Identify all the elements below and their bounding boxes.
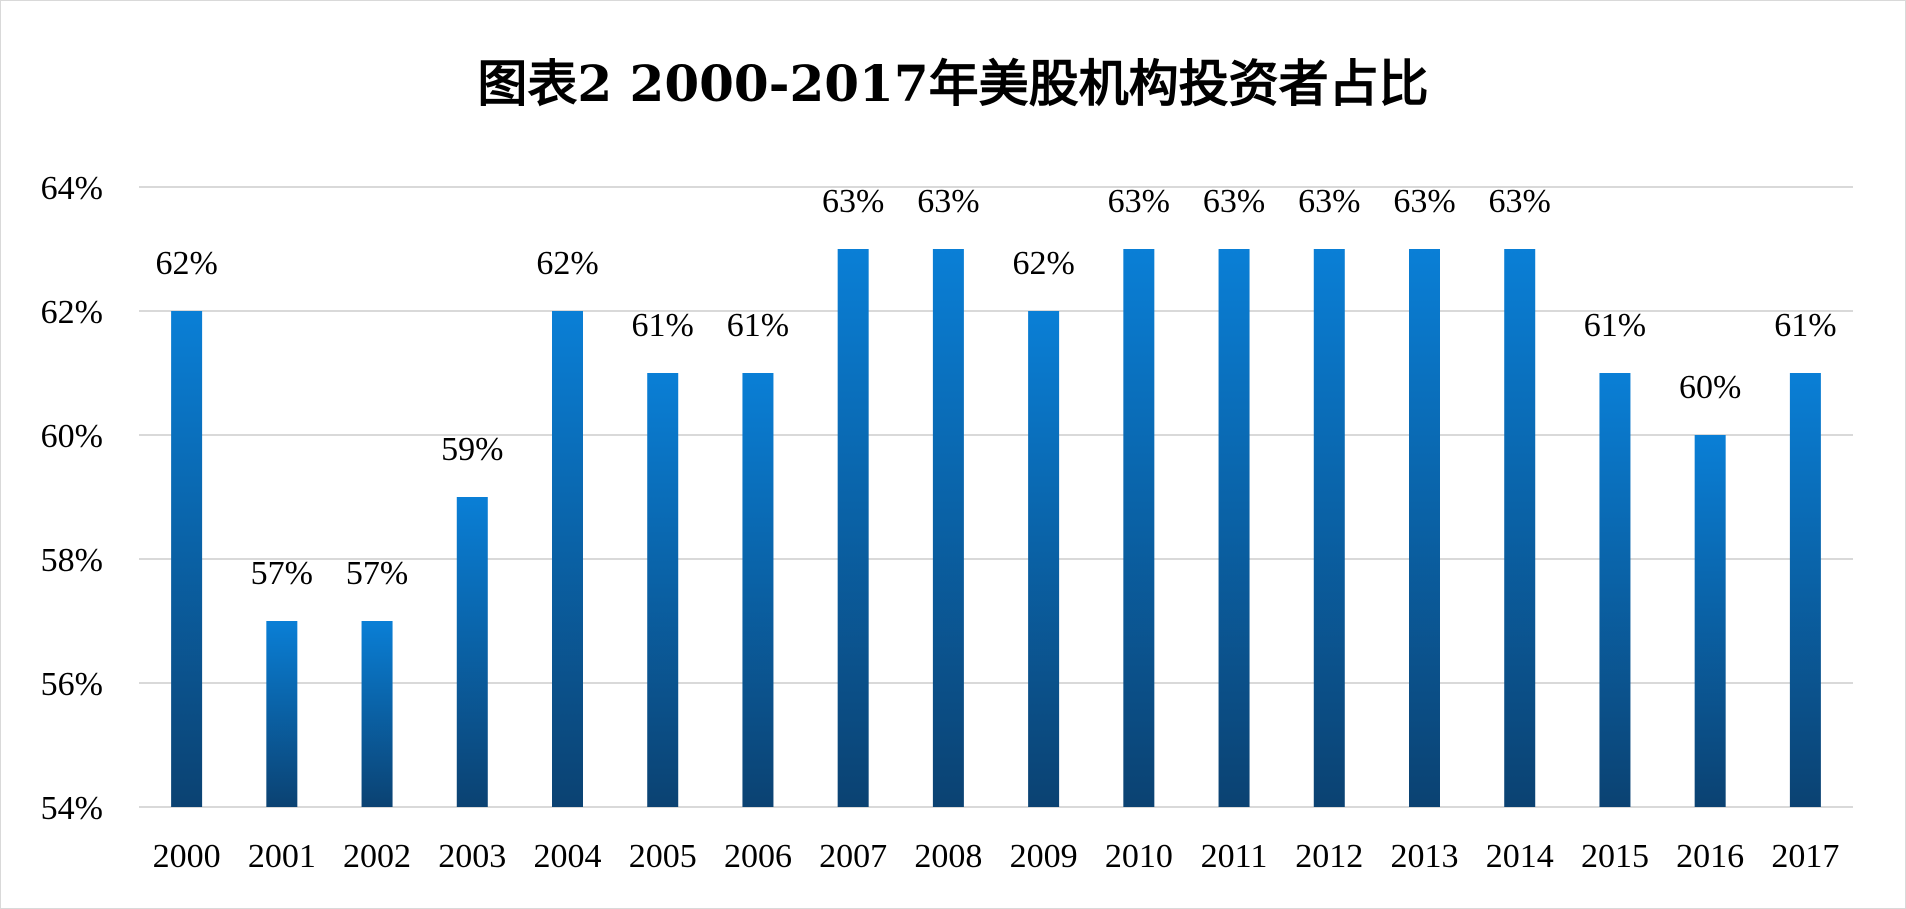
gridlines [139, 186, 1853, 808]
x-tick-label: 2010 [1105, 838, 1173, 875]
data-label: 61% [632, 307, 694, 344]
x-tick-label: 2004 [534, 838, 602, 875]
x-tick-label: 2014 [1486, 838, 1554, 875]
data-label: 63% [1203, 183, 1265, 220]
data-label: 62% [155, 245, 217, 282]
bar [1028, 311, 1060, 807]
bar [1123, 249, 1155, 807]
data-label: 60% [1679, 369, 1741, 406]
x-tick-label: 2001 [248, 838, 316, 875]
bar [647, 373, 679, 807]
y-tick-label: 60% [41, 418, 103, 455]
data-label: 62% [536, 245, 598, 282]
data-label: 62% [1012, 245, 1074, 282]
chart-title: 图表2 2000-2017年美股机构投资者占比 [477, 54, 1428, 113]
y-tick-label: 64% [41, 170, 103, 207]
bar [361, 621, 393, 807]
data-label: 61% [1774, 307, 1836, 344]
bar [1599, 373, 1631, 807]
y-tick-label: 58% [41, 542, 103, 579]
bar [1218, 249, 1250, 807]
bar [837, 249, 869, 807]
bar [742, 373, 774, 807]
x-tick-label: 2008 [914, 838, 982, 875]
x-tick-label: 2012 [1295, 838, 1363, 875]
bars [171, 249, 1821, 807]
bar [456, 497, 488, 807]
data-labels: 62% 57% 57% 59% 62% 61% 61% 63% 63% 62% 63% 63% 63% 6… [155, 183, 1836, 592]
data-label: 57% [346, 555, 408, 592]
x-axis-ticks: 2000 2001 2002 2003 2004 2005 2006 2007 2008 2009… [153, 838, 1840, 875]
x-tick-label: 2017 [1771, 838, 1839, 875]
data-label: 63% [917, 183, 979, 220]
y-tick-label: 54% [41, 790, 103, 827]
x-tick-label: 2007 [819, 838, 887, 875]
bar [1313, 249, 1345, 807]
data-label: 61% [1584, 307, 1646, 344]
bar [932, 249, 964, 807]
bar [1504, 249, 1536, 807]
data-label: 63% [822, 183, 884, 220]
x-tick-label: 2009 [1010, 838, 1078, 875]
y-tick-label: 62% [41, 294, 103, 331]
bar [171, 311, 203, 807]
data-label: 61% [727, 307, 789, 344]
x-tick-label: 2015 [1581, 838, 1649, 875]
x-tick-label: 2002 [343, 838, 411, 875]
bar [1409, 249, 1440, 807]
y-axis-ticks: 54% 56% 58% 60% 62% 64% [41, 170, 103, 827]
data-label: 59% [441, 431, 503, 468]
x-tick-label: 2006 [724, 838, 792, 875]
bar [552, 311, 583, 807]
data-label: 63% [1108, 183, 1170, 220]
bar [1694, 435, 1726, 807]
data-label: 63% [1298, 183, 1360, 220]
x-tick-label: 2005 [629, 838, 697, 875]
x-tick-label: 2000 [153, 838, 221, 875]
bar [266, 621, 298, 807]
data-label: 63% [1393, 183, 1455, 220]
x-tick-label: 2013 [1391, 838, 1459, 875]
x-tick-label: 2016 [1676, 838, 1744, 875]
data-label: 57% [251, 555, 313, 592]
bar [1789, 373, 1821, 807]
data-label: 63% [1489, 183, 1551, 220]
y-tick-label: 56% [41, 666, 103, 703]
x-tick-label: 2011 [1201, 838, 1268, 875]
x-tick-label: 2003 [438, 838, 506, 875]
